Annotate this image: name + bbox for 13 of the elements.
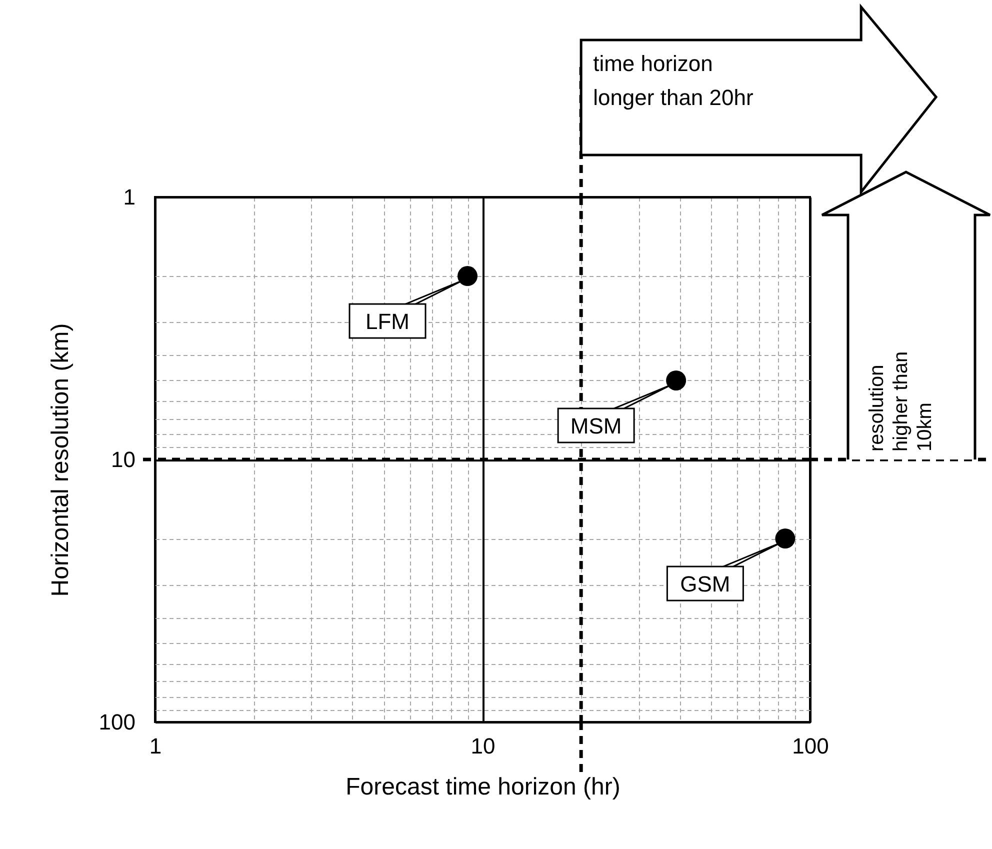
x-tick-label: 10 xyxy=(470,734,496,758)
x-axis-title: Forecast time horizon (hr) xyxy=(346,774,620,800)
x-tick-label: 100 xyxy=(792,734,829,758)
ref-line-label: resolution higher than 10km xyxy=(866,351,936,452)
annotation: MSM xyxy=(570,413,622,438)
x-tick-label: 1 xyxy=(149,734,162,758)
ref-line-label: time horizon longer than 20hr xyxy=(593,51,754,110)
y-tick-label: 10 xyxy=(111,447,136,472)
y-axis-title: Horizontal resolution (km) xyxy=(46,323,74,597)
y-tick-label: 100 xyxy=(98,710,136,734)
y-tick-label: 1 xyxy=(123,184,136,210)
annotation: GSM xyxy=(680,572,730,597)
annotation: LFM xyxy=(366,309,410,334)
